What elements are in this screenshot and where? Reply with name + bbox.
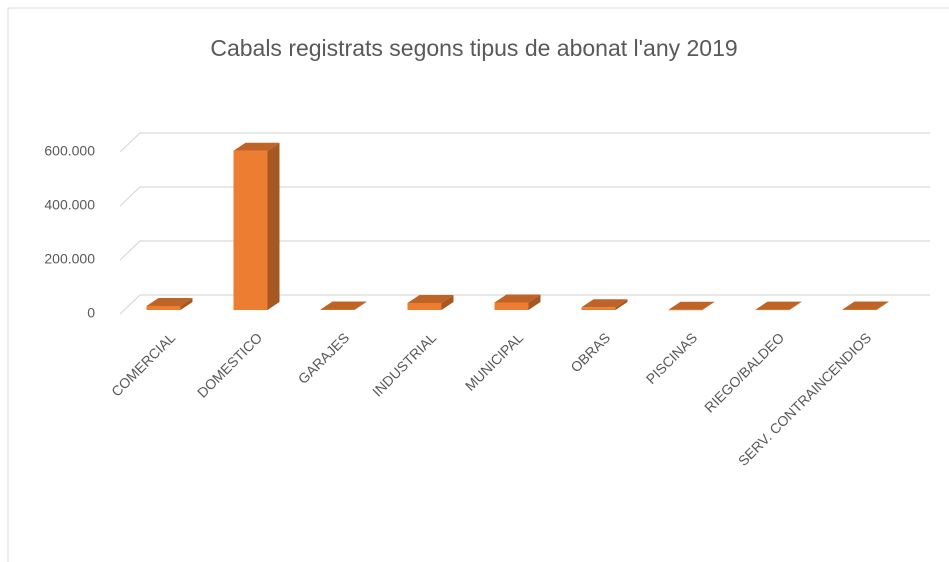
bar-front bbox=[233, 150, 268, 310]
grid-line bbox=[119, 294, 930, 315]
bar-side bbox=[615, 299, 628, 310]
x-tick-label: INDUSTRIAL bbox=[369, 329, 439, 399]
bar bbox=[581, 299, 628, 310]
bar bbox=[755, 301, 802, 311]
bar-top bbox=[668, 301, 715, 310]
x-tick-label: OBRAS bbox=[567, 329, 613, 375]
bar bbox=[842, 301, 889, 310]
chart-frame bbox=[7, 7, 949, 562]
bar-top bbox=[320, 301, 367, 310]
bar bbox=[407, 294, 454, 310]
bar-top bbox=[146, 297, 193, 306]
grid-line bbox=[119, 132, 930, 153]
bar bbox=[320, 301, 367, 310]
y-tick-label: 400.000 bbox=[44, 197, 95, 213]
bar-front bbox=[668, 309, 703, 311]
grid-line bbox=[119, 186, 930, 207]
y-tick-label: 200.000 bbox=[44, 251, 95, 267]
x-tick-label: GARAJES bbox=[295, 329, 353, 387]
bar-side bbox=[180, 297, 193, 310]
bar-side bbox=[441, 294, 454, 310]
bar-side bbox=[354, 301, 367, 310]
bar bbox=[668, 301, 715, 311]
bar-top bbox=[755, 301, 802, 310]
bar-front bbox=[407, 302, 442, 310]
x-tick-label: RIEGO/BALDEO bbox=[701, 329, 787, 415]
bar bbox=[233, 142, 280, 310]
bar-side bbox=[702, 301, 715, 310]
bar-top bbox=[581, 299, 628, 308]
bar-top bbox=[842, 301, 889, 310]
bar bbox=[146, 297, 193, 310]
bar-side bbox=[267, 142, 280, 310]
bar-front bbox=[581, 307, 616, 310]
bar-front bbox=[842, 309, 877, 310]
bar bbox=[494, 294, 541, 310]
bar-side bbox=[876, 301, 889, 310]
bar-front bbox=[320, 309, 355, 310]
bar-side bbox=[528, 294, 541, 310]
bar-top bbox=[494, 294, 541, 303]
y-tick-label: 600.000 bbox=[44, 143, 95, 159]
bar-side bbox=[789, 301, 802, 310]
bar-top bbox=[233, 142, 280, 151]
bar-front bbox=[146, 305, 181, 310]
bar-front bbox=[755, 309, 790, 311]
x-tick-label: DOMESTICO bbox=[194, 329, 265, 400]
x-tick-label: PISCINAS bbox=[643, 329, 701, 387]
grid-line bbox=[119, 240, 930, 261]
y-tick-label: 0 bbox=[87, 305, 95, 321]
bar-top bbox=[407, 294, 454, 303]
chart-title: Cabals registrats segons tipus de abonat… bbox=[210, 35, 737, 61]
x-tick-label: MUNICIPAL bbox=[462, 329, 527, 394]
bar-front bbox=[494, 302, 529, 310]
x-tick-label: COMERCIAL bbox=[108, 329, 178, 399]
